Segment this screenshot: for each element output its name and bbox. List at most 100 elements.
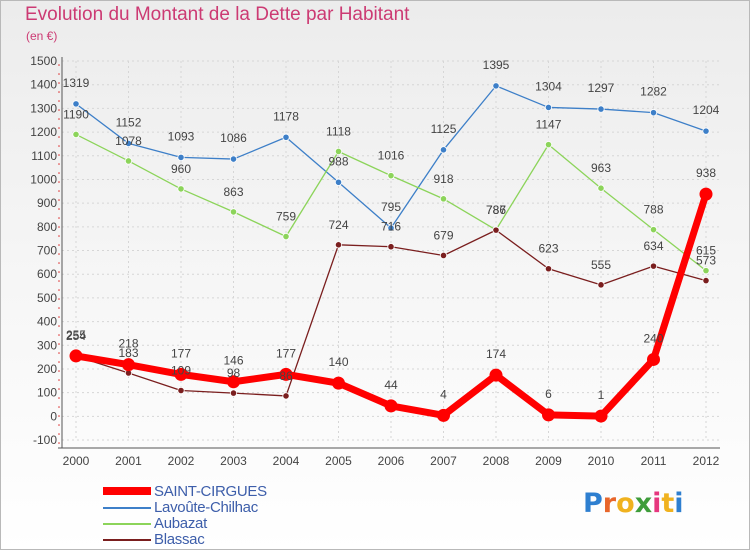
data-label-aubazat: 759 bbox=[276, 210, 296, 224]
x-tick-label: 2005 bbox=[325, 454, 352, 468]
axis-dot bbox=[58, 109, 60, 111]
y-tick-label: 1300 bbox=[30, 101, 57, 115]
data-label-blassac: 724 bbox=[328, 218, 348, 232]
axis-dot bbox=[58, 208, 60, 210]
x-tick-label: 2004 bbox=[273, 454, 300, 468]
axis-dot bbox=[58, 154, 60, 156]
data-label-aubazat: 1016 bbox=[378, 149, 405, 163]
data-label-saint-cirgues: 938 bbox=[696, 166, 716, 180]
axis-dot bbox=[58, 127, 60, 129]
axis-dot bbox=[58, 82, 60, 84]
legend-swatch-saint-cirgues bbox=[103, 487, 151, 495]
data-point-blassac bbox=[439, 251, 448, 260]
data-label-aubazat: 787 bbox=[486, 203, 506, 217]
data-point-saint-cirgues bbox=[122, 358, 135, 372]
logo-letter: t bbox=[661, 488, 675, 519]
data-point-blassac bbox=[702, 276, 710, 285]
data-point-saint-cirgues bbox=[647, 352, 660, 366]
data-point-blassac bbox=[492, 226, 500, 234]
axis-dot bbox=[58, 316, 60, 318]
data-point-aubazat bbox=[229, 208, 238, 216]
data-point-lavo-te-chilhac bbox=[72, 100, 80, 108]
axis-dot bbox=[58, 262, 60, 264]
data-label-blassac: 86 bbox=[279, 369, 293, 383]
data-point-saint-cirgues bbox=[279, 367, 293, 381]
data-label-lavo-te-chilhac: 1152 bbox=[116, 115, 142, 129]
data-label-blassac: 183 bbox=[118, 346, 138, 360]
axis-dot bbox=[58, 226, 60, 228]
x-tick-label: 2008 bbox=[483, 454, 510, 468]
axis-dot bbox=[58, 136, 60, 138]
legend-swatch-aubazat bbox=[103, 523, 151, 525]
data-label-blassac: 573 bbox=[696, 254, 716, 268]
x-tick-label: 2000 bbox=[63, 454, 90, 468]
data-point-aubazat bbox=[387, 172, 395, 180]
data-label-lavo-te-chilhac: 1125 bbox=[431, 122, 457, 136]
data-point-lavo-te-chilhac bbox=[334, 178, 343, 186]
data-point-blassac bbox=[544, 265, 553, 273]
legend-label-blassac: Blassac bbox=[154, 531, 205, 548]
data-label-blassac: 786 bbox=[486, 203, 506, 217]
data-label-saint-cirgues: 1 bbox=[598, 388, 605, 402]
data-label-saint-cirgues: 44 bbox=[384, 378, 398, 392]
data-label-aubazat: 615 bbox=[696, 244, 716, 258]
x-tick-label: 2009 bbox=[535, 454, 562, 468]
data-point-blassac bbox=[282, 392, 290, 400]
axis-dot bbox=[58, 172, 60, 174]
y-tick-label: 100 bbox=[37, 386, 57, 400]
axis-dot bbox=[58, 397, 60, 399]
legend-swatch-lavoute-chilhac bbox=[103, 507, 151, 509]
y-tick-label: 1000 bbox=[30, 172, 57, 186]
data-point-saint-cirgues bbox=[489, 368, 503, 382]
y-tick-label: 1500 bbox=[30, 54, 57, 68]
x-tick-label: 2003 bbox=[220, 454, 247, 468]
data-label-saint-cirgues: 240 bbox=[643, 331, 663, 345]
data-point-saint-cirgues bbox=[437, 408, 450, 422]
y-tick-label: 300 bbox=[37, 338, 57, 352]
data-point-saint-cirgues bbox=[174, 367, 188, 381]
y-axis-labels: -100 0 100 200 300 400 500 600 700 800 900 1000 1100… bbox=[30, 54, 57, 447]
axis-dot bbox=[58, 244, 60, 246]
data-label-saint-cirgues: 174 bbox=[486, 347, 506, 361]
data-label-aubazat: 788 bbox=[643, 203, 663, 217]
axis-dot bbox=[58, 271, 60, 273]
axis-dot bbox=[58, 334, 60, 336]
data-label-aubazat: 1147 bbox=[536, 118, 562, 132]
data-label-blassac: 109 bbox=[171, 363, 191, 377]
chart-title: Evolution du Montant de la Dette par Hab… bbox=[25, 4, 410, 25]
data-label-saint-cirgues: 218 bbox=[118, 337, 138, 351]
data-label-lavo-te-chilhac: 1086 bbox=[220, 131, 247, 145]
data-point-blassac bbox=[649, 262, 658, 270]
axis-dot bbox=[58, 325, 60, 327]
y-tick-label: 800 bbox=[37, 220, 57, 234]
data-point-aubazat bbox=[544, 141, 553, 149]
data-label-saint-cirgues: 255 bbox=[66, 328, 86, 342]
axis-dot bbox=[58, 343, 60, 345]
y-tick-label: -100 bbox=[33, 433, 57, 447]
series-lines bbox=[69, 82, 713, 423]
data-point-aubazat bbox=[177, 185, 185, 193]
logo-letter: i bbox=[674, 488, 684, 519]
x-tick-label: 2012 bbox=[693, 454, 720, 468]
y-tick-label: 0 bbox=[50, 409, 57, 423]
data-label-saint-cirgues: 177 bbox=[276, 346, 296, 360]
data-point-lavo-te-chilhac bbox=[282, 133, 290, 141]
axis-dot bbox=[58, 406, 60, 408]
data-label-blassac: 98 bbox=[227, 366, 241, 380]
axis-dot bbox=[58, 217, 60, 219]
axis-dot bbox=[58, 253, 60, 255]
data-label-lavo-te-chilhac: 988 bbox=[328, 154, 348, 168]
data-label-saint-cirgues: 140 bbox=[328, 355, 348, 369]
logo-letter: P bbox=[583, 488, 603, 519]
axis-dot bbox=[58, 145, 60, 147]
y-tick-label: 1400 bbox=[30, 78, 57, 92]
data-label-aubazat: 1118 bbox=[326, 124, 351, 138]
data-label-blassac: 254 bbox=[66, 329, 86, 343]
data-label-saint-cirgues: 4 bbox=[440, 387, 447, 401]
axis-dot bbox=[58, 379, 60, 381]
axis-dot bbox=[58, 307, 60, 309]
data-label-blassac: 679 bbox=[433, 228, 453, 242]
